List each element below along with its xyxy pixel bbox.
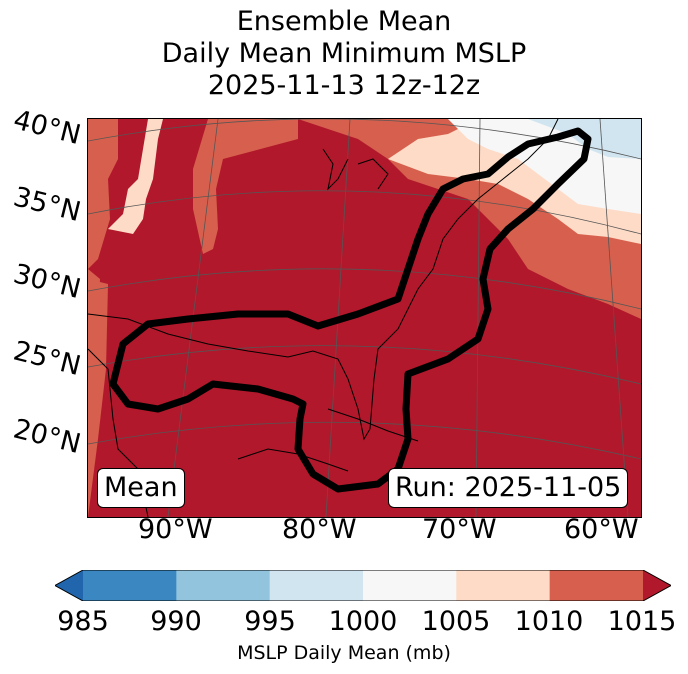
gridline-lon-70 xyxy=(475,119,481,517)
graticule xyxy=(88,119,641,517)
title-line-2: Daily Mean Minimum MSLP xyxy=(161,38,527,69)
coastline-lake-michigan xyxy=(322,148,349,191)
coastline-lake-huron xyxy=(357,158,389,190)
colorbar-under-arrow xyxy=(55,570,83,601)
title-line-3: 2025-11-13 12z-12z xyxy=(207,70,481,101)
colorbar-segment-990-995 xyxy=(176,570,271,601)
colorbar-tick-985: 985 xyxy=(57,606,109,637)
colorbar-tick-1010: 1010 xyxy=(514,606,584,637)
lat-label-30n: 30°N xyxy=(10,258,84,306)
band-1010-north xyxy=(193,119,298,254)
band-1010-west-south xyxy=(88,279,108,517)
colorbar-label: MSLP Daily Mean (mb) xyxy=(237,642,451,664)
lat-label-40n: 40°N xyxy=(10,104,84,152)
gridline-lat-25 xyxy=(88,345,641,385)
colorbar-segment-995-1000 xyxy=(269,570,364,601)
lon-label-60w: 60°W xyxy=(564,514,639,545)
colorbar-tick-1015: 1015 xyxy=(607,606,677,637)
gridline-lat-30 xyxy=(88,268,641,310)
colorbar-segment-985-990 xyxy=(83,570,177,601)
inset-run-label: Run: 2025-11-05 xyxy=(388,468,629,508)
lon-label-80w: 80°W xyxy=(282,514,357,545)
gridline-lat-35 xyxy=(88,190,641,235)
colorbar-tick-1005: 1005 xyxy=(421,606,491,637)
band-1010-west-north xyxy=(88,119,118,269)
colorbar-segment-1005-1010 xyxy=(456,570,551,601)
gridline-lat-40 xyxy=(88,119,641,160)
band-1005-strip xyxy=(108,119,163,234)
lon-label-70w: 70°W xyxy=(422,514,497,545)
gridline-lon-60 xyxy=(599,119,629,517)
inset-mean-label: Mean xyxy=(97,468,185,508)
colorbar-tick-1000: 1000 xyxy=(328,606,398,637)
map-canvas xyxy=(88,119,641,517)
lat-label-35n: 35°N xyxy=(10,181,84,229)
gridline-lat-20 xyxy=(88,421,641,460)
title-line-1: Ensemble Mean xyxy=(236,6,452,37)
colorbar-tick-990: 990 xyxy=(150,606,202,637)
mean-contour xyxy=(109,127,592,493)
coastline-us xyxy=(88,119,559,441)
colorbar-tick-995: 995 xyxy=(244,606,296,637)
colorbar-over-arrow xyxy=(643,570,671,601)
map-panel: Mean Run: 2025-11-05 xyxy=(87,118,642,518)
lat-label-20n: 20°N xyxy=(10,413,84,461)
colorbar-segment-1000-1005 xyxy=(363,570,457,601)
lon-label-90w: 90°W xyxy=(138,514,213,545)
colorbar xyxy=(55,570,671,601)
coastline-cuba xyxy=(327,408,419,442)
colorbar-segment-1010-1015 xyxy=(549,570,644,601)
lat-label-25n: 25°N xyxy=(10,335,84,383)
